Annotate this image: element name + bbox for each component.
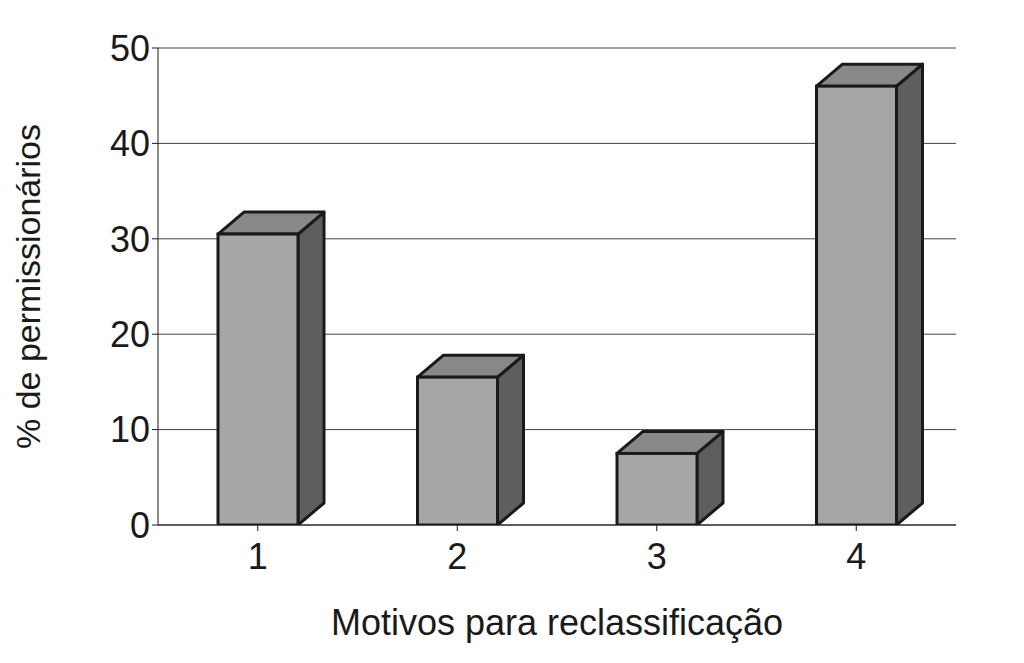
- svg-text:Motivos para reclassificação: Motivos para reclassificação: [331, 602, 783, 643]
- svg-text:1: 1: [248, 536, 268, 577]
- svg-text:% de permissionários: % de permissionários: [9, 124, 47, 449]
- svg-text:0: 0: [130, 505, 150, 546]
- svg-text:50: 50: [110, 28, 150, 69]
- svg-text:4: 4: [846, 536, 866, 577]
- svg-text:2: 2: [447, 536, 467, 577]
- svg-text:10: 10: [110, 409, 150, 450]
- svg-text:20: 20: [110, 314, 150, 355]
- svg-text:30: 30: [110, 219, 150, 260]
- svg-text:40: 40: [110, 123, 150, 164]
- svg-text:3: 3: [647, 536, 667, 577]
